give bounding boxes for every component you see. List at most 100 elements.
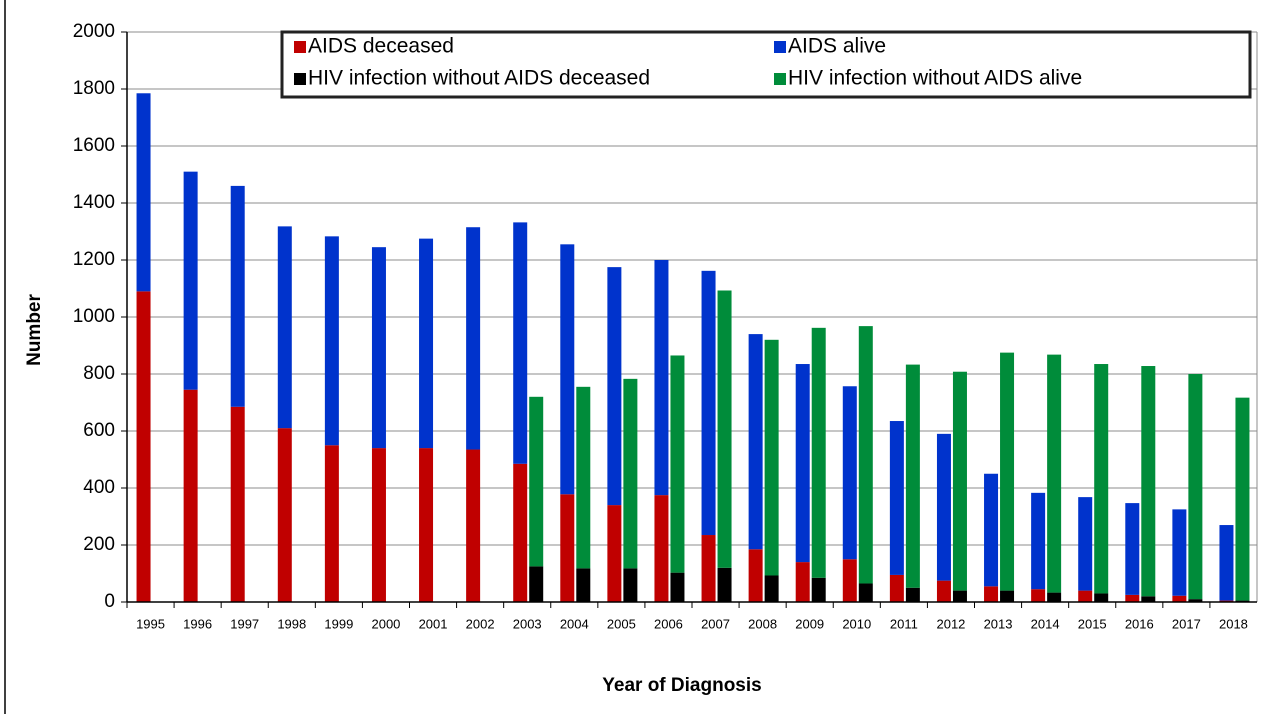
bar-segment bbox=[529, 566, 544, 602]
bar-segment bbox=[670, 355, 685, 573]
y-tick-label: 2000 bbox=[73, 21, 115, 42]
bar-segment bbox=[607, 267, 622, 506]
x-tick-label: 2000 bbox=[371, 616, 400, 631]
x-tick-label: 2004 bbox=[560, 616, 589, 631]
bar-segment bbox=[889, 574, 904, 602]
bar-segment bbox=[560, 244, 575, 495]
x-tick-label: 2011 bbox=[890, 616, 918, 631]
bar-segment bbox=[1188, 374, 1203, 600]
x-tick-label: 2014 bbox=[1031, 616, 1060, 631]
bar-segment bbox=[717, 290, 732, 568]
bar-segment bbox=[811, 327, 826, 578]
x-tick-label: 2005 bbox=[607, 616, 636, 631]
bar-segment bbox=[1219, 525, 1234, 601]
legend-label: AIDS deceased bbox=[308, 35, 454, 58]
x-tick-label: 1998 bbox=[277, 616, 306, 631]
bar-segment bbox=[1188, 599, 1203, 602]
bar-segment bbox=[136, 291, 151, 602]
x-tick-label: 1997 bbox=[230, 616, 259, 631]
bar-segment bbox=[858, 583, 873, 602]
bar-segment bbox=[842, 559, 857, 602]
bar-segment bbox=[795, 562, 810, 602]
bar-segment bbox=[324, 236, 339, 446]
y-tick-label: 0 bbox=[104, 591, 115, 612]
bar-segment bbox=[748, 334, 763, 550]
x-tick-label: 2009 bbox=[795, 616, 824, 631]
legend-swatch bbox=[294, 41, 306, 53]
bar-segment bbox=[1094, 364, 1109, 594]
bar-segment bbox=[1172, 595, 1187, 602]
bar-segment bbox=[889, 421, 904, 575]
bar-segment bbox=[623, 568, 638, 602]
bar-segment bbox=[623, 378, 638, 569]
x-tick-label: 2002 bbox=[466, 616, 495, 631]
y-tick-label: 600 bbox=[83, 420, 115, 441]
bar-segment bbox=[1078, 590, 1093, 602]
bar-segment bbox=[717, 567, 732, 602]
bar-segment bbox=[183, 389, 198, 602]
bar-segment bbox=[560, 494, 575, 602]
x-tick-label: 2006 bbox=[654, 616, 683, 631]
bar-segment bbox=[811, 577, 826, 602]
bar-segment bbox=[576, 568, 591, 602]
y-tick-label: 1200 bbox=[73, 249, 115, 270]
bar-segment bbox=[1141, 596, 1156, 602]
y-axis-label: Number bbox=[24, 294, 45, 366]
x-axis-label: Year of Diagnosis bbox=[602, 675, 761, 696]
bar-segment bbox=[748, 549, 763, 602]
bar-segment bbox=[952, 371, 967, 591]
x-tick-label: 2012 bbox=[936, 616, 965, 631]
bar-segment bbox=[607, 505, 622, 602]
x-tick-label: 2018 bbox=[1219, 616, 1248, 631]
x-tick-label: 2008 bbox=[748, 616, 777, 631]
x-tick-label: 2010 bbox=[842, 616, 871, 631]
bar-segment bbox=[1047, 354, 1062, 593]
bar-segment bbox=[1047, 592, 1062, 602]
legend-label: HIV infection without AIDS deceased bbox=[308, 67, 650, 90]
bar-segment bbox=[701, 535, 716, 602]
bar-segment bbox=[905, 364, 920, 588]
bar-segment bbox=[905, 587, 920, 602]
bar-segment bbox=[1172, 509, 1187, 596]
y-tick-label: 200 bbox=[83, 534, 115, 555]
bar-segment bbox=[576, 386, 591, 569]
bar-segment bbox=[858, 326, 873, 584]
bar-segment bbox=[529, 396, 544, 567]
x-tick-label: 1995 bbox=[136, 616, 165, 631]
bar-segment bbox=[1125, 594, 1140, 602]
legend-label: HIV infection without AIDS alive bbox=[788, 67, 1082, 90]
bar-segment bbox=[1000, 352, 1015, 591]
bar-segment bbox=[1094, 593, 1109, 602]
x-tick-label: 2003 bbox=[513, 616, 542, 631]
bar-segment bbox=[1078, 497, 1093, 591]
bar-segment bbox=[419, 448, 434, 602]
bar-segment bbox=[984, 586, 999, 602]
legend-swatch bbox=[774, 73, 786, 85]
bar-segment bbox=[1031, 589, 1046, 602]
bar-segment bbox=[513, 463, 528, 602]
y-tick-label: 1600 bbox=[73, 135, 115, 156]
x-tick-label: 2017 bbox=[1172, 616, 1201, 631]
bar-segment bbox=[230, 185, 245, 407]
bar-segment bbox=[936, 580, 951, 602]
legend-swatch bbox=[774, 41, 786, 53]
bar-segment bbox=[842, 386, 857, 560]
legend-box bbox=[280, 30, 1252, 99]
bar-segment bbox=[701, 270, 716, 536]
bar-segment bbox=[1125, 503, 1140, 595]
bar-segment bbox=[371, 247, 386, 449]
y-tick-label: 800 bbox=[83, 363, 115, 384]
bar-segment bbox=[324, 445, 339, 602]
x-tick-label: 2016 bbox=[1125, 616, 1154, 631]
legend-swatch bbox=[294, 73, 306, 85]
bar-segment bbox=[952, 590, 967, 602]
bar-segment bbox=[371, 448, 386, 602]
bar-segment bbox=[277, 226, 292, 429]
x-tick-label: 2001 bbox=[419, 616, 448, 631]
bar-segment bbox=[136, 93, 151, 292]
x-tick-label: 1999 bbox=[324, 616, 353, 631]
y-tick-label: 1400 bbox=[73, 192, 115, 213]
bar-segment bbox=[1000, 590, 1015, 602]
bar-segment bbox=[795, 364, 810, 563]
